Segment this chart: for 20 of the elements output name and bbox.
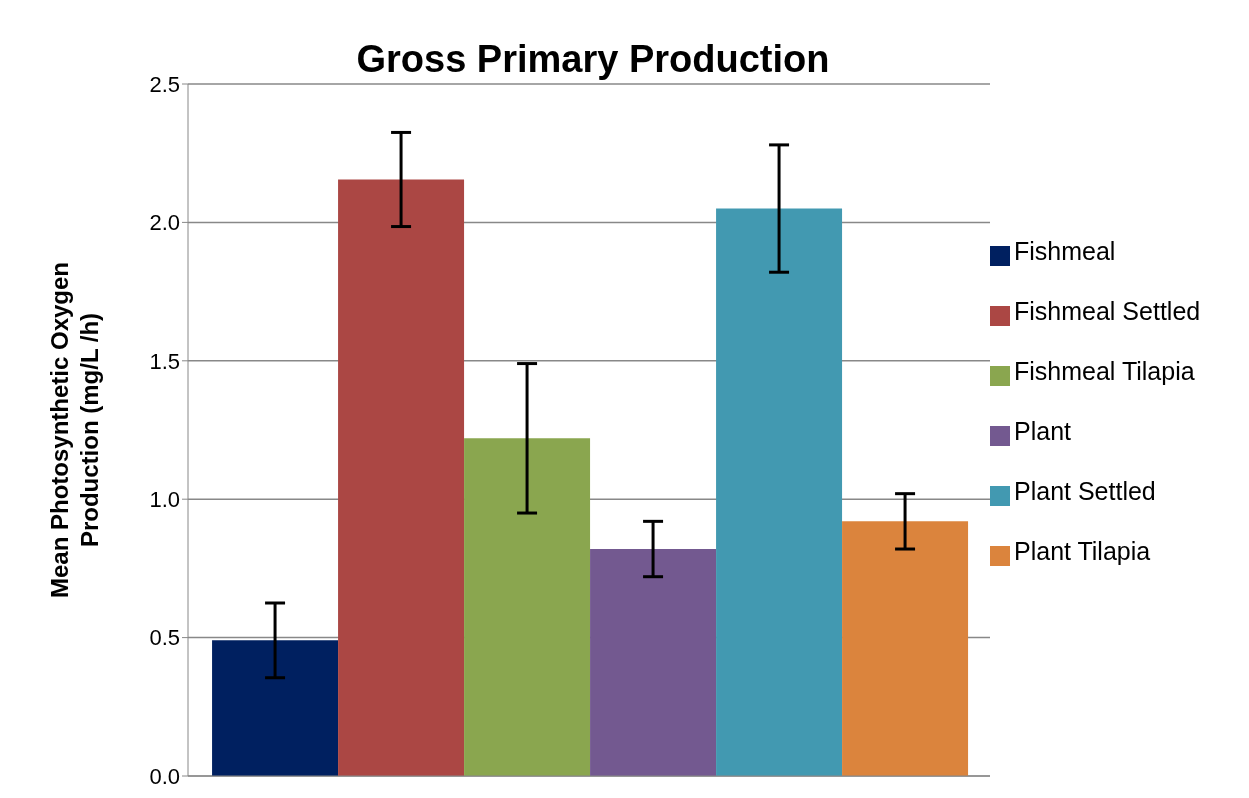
bar (842, 521, 969, 776)
legend-label: Plant Tilapia (1014, 537, 1151, 565)
legend-label: Fishmeal (1014, 237, 1116, 265)
legend-label: Plant Settled (1014, 477, 1156, 505)
y-tick-label: 2.5 (149, 71, 180, 97)
bar (212, 640, 339, 776)
legend-label: Fishmeal Tilapia (1014, 357, 1195, 385)
bar (464, 438, 591, 776)
bar (590, 549, 717, 776)
y-tick-label: 0.5 (149, 625, 180, 651)
legend-label: Plant (1014, 417, 1071, 445)
y-axis-title: Mean Photosynthetic Oxygen Production (mg/L /h) (46, 261, 103, 599)
y-tick-label: 1.0 (149, 487, 180, 513)
y-tick-label: 1.5 (149, 348, 180, 374)
y-tick-label: 2.0 (149, 210, 180, 236)
legend-label: Fishmeal Settled (1014, 297, 1201, 325)
y-tick-label: 0.0 (149, 763, 180, 789)
chart-title: Gross Primary Production (355, 38, 831, 81)
bar (338, 179, 465, 776)
bar (716, 208, 843, 776)
